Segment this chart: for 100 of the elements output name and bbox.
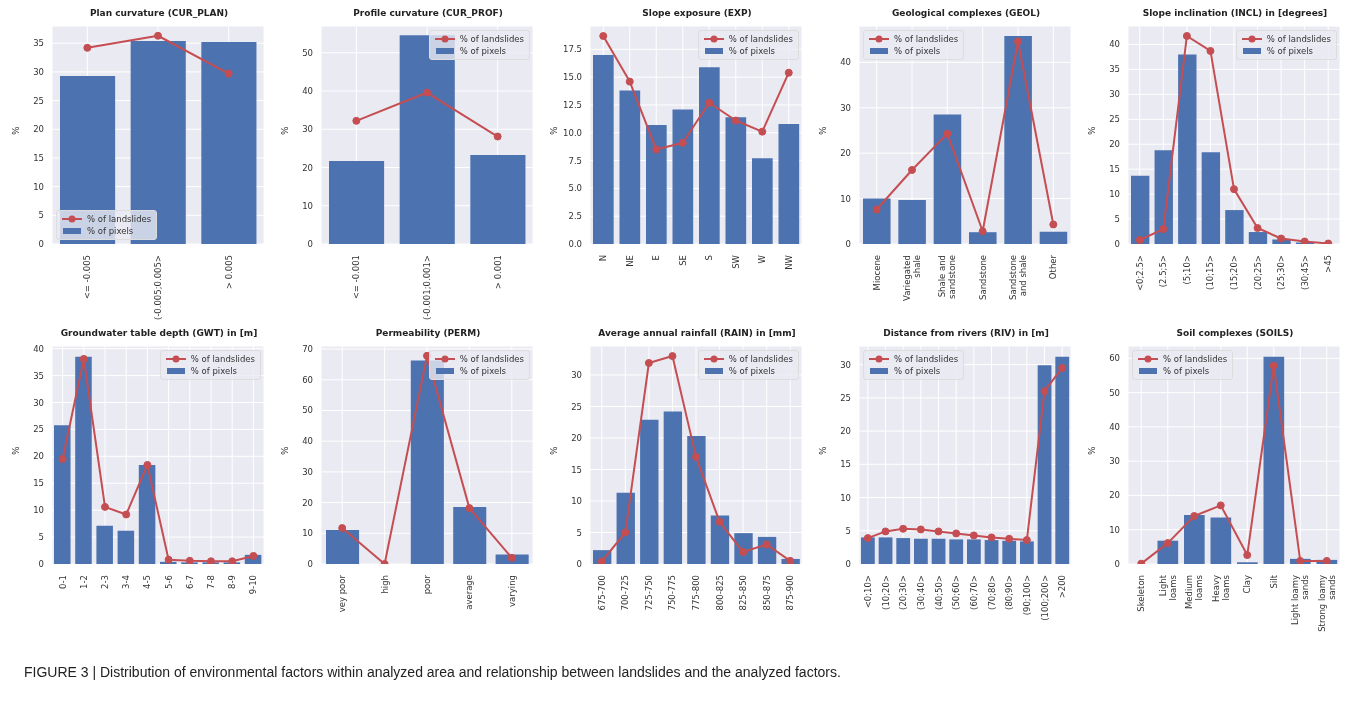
chart-title: Average annual rainfall (RAIN) in [mm] [597,328,797,340]
bar [1248,232,1268,244]
bar [861,537,875,564]
bar [710,515,730,564]
point [465,504,474,513]
legend-label: % of pixels [894,365,941,377]
y-tick-label: 2.5 [568,211,582,222]
y-tick-label: 5.0 [568,183,582,194]
y-tick-label: 5 [38,210,44,221]
y-tick-label: 50 [302,405,313,416]
point [143,460,152,469]
bar [1201,152,1221,244]
x-tick-label: 725-750 [643,575,654,611]
point [228,557,237,564]
x-tick-label: 850-875 [761,575,772,611]
bar [1225,210,1244,244]
point [625,77,634,86]
legend-label: % of pixels [87,225,134,237]
y-tick-label: 0 [38,559,44,570]
chart-title: Plan curvature (CUR_PLAN) [88,8,230,20]
bar [1039,231,1068,244]
x-tick-label: 9-10 [248,575,259,595]
y-tick-label: 30 [1109,456,1120,467]
x-tick-label: <= -0.001 [351,255,362,300]
bar [54,425,71,564]
point [58,455,67,464]
legend-label: % of pixels [1266,45,1313,57]
x-tick-label: varying [506,575,517,607]
point [1040,387,1049,396]
y-tick-label: 15 [840,459,851,470]
x-tick-label: 825-850 [738,575,749,611]
point [652,145,661,154]
x-tick-label: (100;200> [1039,575,1050,621]
point [122,510,131,519]
y-axis-title: % [11,126,22,135]
point [943,129,952,138]
x-tick-label: 6-7 [184,575,195,589]
legend-label: % of pixels [1163,365,1210,377]
legend-label: % of landslides [1163,353,1228,365]
bar [1210,517,1232,564]
x-tick-label: E [651,255,662,261]
caption: FIGURE 3 | Distribution of environmental factors within analyzed area and relationship between landslides and the analyzed factors. [24,664,842,680]
chart-title: Groundwater table depth (GWT) in [m] [59,328,259,340]
x-tick-label: (60;70> [968,575,979,610]
bar [326,529,360,564]
bar [1184,514,1205,564]
legend-label: % of landslides [190,353,255,365]
x-tick-label: 3-4 [121,575,132,589]
point [207,557,215,564]
point [1296,556,1305,564]
point [1206,46,1215,55]
y-tick-label: 20 [571,433,582,444]
legend-label: % of landslides [1266,33,1331,45]
y-tick-label: 25 [1109,114,1120,125]
x-tick-label: N [598,255,609,262]
point [1159,225,1168,234]
point [863,534,872,543]
point [916,525,925,534]
y-tick-label: 5 [845,525,851,536]
bar [96,525,113,564]
point [1182,31,1191,40]
chart-title: Profile curvature (CUR_PROF) [352,8,504,20]
legend-label: % of landslides [87,213,152,225]
point [1322,556,1331,564]
x-tick-label: (10;20> [880,575,891,610]
bar [1055,356,1070,564]
point [969,531,978,540]
bar [1263,356,1285,564]
legend-label: % of pixels [459,365,506,377]
x-tick-label: (40;50> [933,575,944,610]
bar [969,232,997,244]
x-tick-label: (20;30> [898,575,909,610]
bar [863,198,891,244]
y-tick-label: 20 [840,426,851,437]
y-tick-label: 10 [302,200,313,211]
y-tick-label: 10 [840,492,851,503]
point [185,556,194,564]
x-tick-label: S [704,255,715,261]
bar [453,506,487,564]
bar [1131,175,1150,244]
y-tick-label: 15.0 [563,72,582,83]
point [978,227,987,236]
point [1190,512,1199,521]
bar [646,124,667,244]
point [1058,363,1067,372]
y-tick-label: 10.0 [563,127,582,138]
bar [640,419,659,564]
x-tick-label: W [757,254,768,264]
bar [619,90,641,244]
chart-title: Geological complexes (GEOL) [890,8,1042,20]
y-tick-label: 15 [571,464,582,475]
bar [1178,54,1197,244]
x-tick-label: 5-6 [163,575,174,589]
legend-label: % of pixels [894,45,941,57]
legend-label: % of pixels [459,45,506,57]
legend-label: % of landslides [459,33,524,45]
point [758,127,767,136]
x-tick-label: average [464,575,475,610]
chart-title: Soil complexes (SOILS) [1175,328,1295,340]
bar [329,161,385,244]
